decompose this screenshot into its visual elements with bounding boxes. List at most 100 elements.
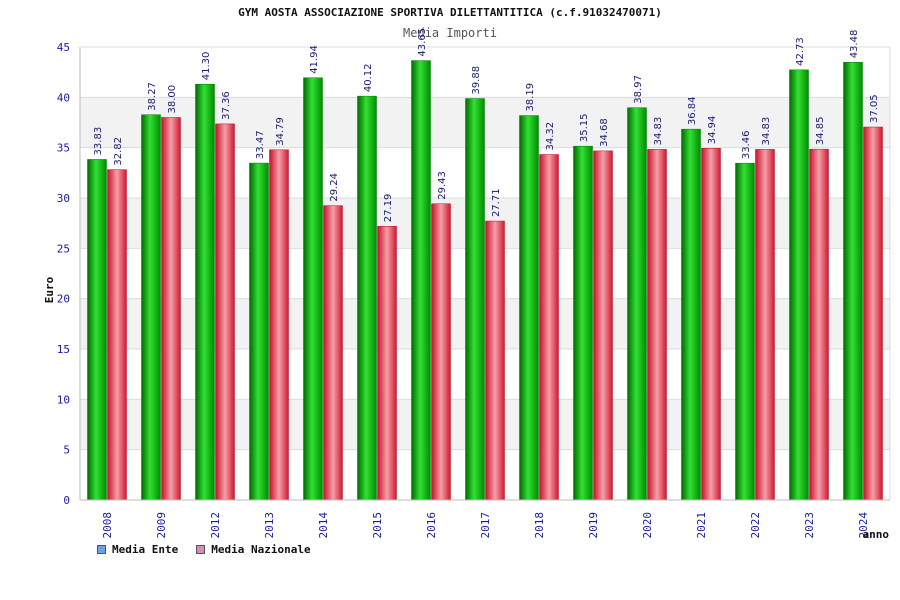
data-labels: 33.83 32.82 38.27 38.00 41.30 37.36 33.47 34.79… xyxy=(93,28,880,222)
plot-band xyxy=(80,449,890,500)
legend-item-ente[interactable]: Media Ente xyxy=(97,543,178,556)
legend-label-ente: Media Ente xyxy=(112,543,179,556)
x-tick-label: 2017 xyxy=(479,512,492,539)
plot-background xyxy=(80,47,890,500)
bar-nazionale-2023[interactable] xyxy=(809,148,829,501)
data-label: 33.83 xyxy=(93,127,104,156)
bar-ente-2016[interactable] xyxy=(411,60,431,501)
legend-label-nazionale: Media Nazionale xyxy=(211,543,311,556)
x-tick-label: 2015 xyxy=(371,512,384,539)
x-tick-label: 2023 xyxy=(803,512,816,539)
y-axis-label: Euro xyxy=(43,276,56,303)
bar-nazionale-2019[interactable] xyxy=(593,150,613,501)
y-tick-label: 25 xyxy=(57,242,70,255)
data-label: 29.43 xyxy=(437,171,448,200)
data-label: 34.32 xyxy=(545,122,556,151)
chart-title: GYM AOSTA ASSOCIAZIONE SPORTIVA DILETTAN… xyxy=(238,6,662,19)
data-label: 34.83 xyxy=(653,117,664,146)
bar-nazionale-2014[interactable] xyxy=(323,205,343,501)
data-label: 42.73 xyxy=(795,37,806,66)
bar-nazionale-2018[interactable] xyxy=(539,154,559,501)
chart-subtitle: Media Importi xyxy=(403,26,497,40)
data-label: 34.79 xyxy=(275,117,286,146)
data-label: 41.94 xyxy=(309,45,320,74)
data-label: 36.84 xyxy=(687,97,698,126)
bar-ente-2018[interactable] xyxy=(519,115,539,501)
y-tick-label: 45 xyxy=(57,41,70,54)
plot-band xyxy=(80,47,890,98)
bar-ente-2022[interactable] xyxy=(735,162,755,501)
data-label: 40.12 xyxy=(363,63,374,92)
legend: Media Ente Media Nazionale xyxy=(97,543,311,556)
bar-ente-2009[interactable] xyxy=(141,114,161,501)
data-label: 41.30 xyxy=(201,52,212,81)
y-tick-label: 5 xyxy=(63,444,70,457)
bar-nazionale-2021[interactable] xyxy=(701,148,721,501)
x-tick-label: 2008 xyxy=(101,512,114,539)
bar-nazionale-2022[interactable] xyxy=(755,149,775,501)
bar-nazionale-2009[interactable] xyxy=(161,117,181,501)
bar-nazionale-2017[interactable] xyxy=(485,220,505,501)
bar-nazionale-2008[interactable] xyxy=(107,169,127,501)
y-tick-label: 35 xyxy=(57,142,70,155)
bar-nazionale-2024[interactable] xyxy=(863,126,883,501)
plot-band xyxy=(80,147,890,198)
bar-ente-2021[interactable] xyxy=(681,128,701,501)
bar-nazionale-2013[interactable] xyxy=(269,149,289,501)
data-label: 37.05 xyxy=(869,94,880,123)
data-label: 33.46 xyxy=(741,131,752,160)
x-tick-label: 2016 xyxy=(425,512,438,539)
y-axis: 0 5 10 15 20 25 30 35 40 45 xyxy=(57,41,891,507)
bar-nazionale-2015[interactable] xyxy=(377,226,397,501)
x-tick-label: 2024 xyxy=(857,512,870,539)
data-label: 37.36 xyxy=(221,91,232,120)
bar-ente-2015[interactable] xyxy=(357,95,377,501)
data-label: 43.48 xyxy=(849,30,860,59)
x-tick-label: 2009 xyxy=(155,512,168,539)
legend-swatch-ente xyxy=(97,545,106,554)
x-axis: 2008 2009 2012 2013 2014 2015 2016 2017 2018 2019… xyxy=(80,499,890,539)
bars xyxy=(87,60,883,501)
data-label: 29.24 xyxy=(329,173,340,202)
data-label: 27.71 xyxy=(491,188,502,217)
bar-ente-2017[interactable] xyxy=(465,98,485,501)
data-label: 35.15 xyxy=(579,114,590,143)
data-label: 34.94 xyxy=(707,116,718,145)
y-tick-label: 20 xyxy=(57,293,70,306)
bar-ente-2008[interactable] xyxy=(87,159,107,501)
data-label: 34.68 xyxy=(599,118,610,147)
bar-nazionale-2016[interactable] xyxy=(431,203,451,501)
y-tick-label: 0 xyxy=(63,494,70,507)
data-label: 38.19 xyxy=(525,83,536,112)
y-tick-label: 40 xyxy=(57,91,70,104)
legend-item-nazionale[interactable]: Media Nazionale xyxy=(196,543,311,556)
data-label: 38.97 xyxy=(633,75,644,104)
bar-ente-2024[interactable] xyxy=(843,62,863,501)
bar-nazionale-2012[interactable] xyxy=(215,123,235,501)
bar-nazionale-2020[interactable] xyxy=(647,149,667,501)
data-label: 27.19 xyxy=(383,194,394,223)
data-label: 32.82 xyxy=(113,137,124,166)
x-tick-label: 2012 xyxy=(209,512,222,539)
bar-ente-2020[interactable] xyxy=(627,107,647,501)
bar-ente-2013[interactable] xyxy=(249,162,269,501)
y-tick-label: 15 xyxy=(57,343,70,356)
data-label: 43.65 xyxy=(417,28,428,57)
legend-swatch-nazionale xyxy=(196,545,206,554)
plot-band xyxy=(80,97,890,148)
data-label: 34.83 xyxy=(761,117,772,146)
plot-band xyxy=(80,248,890,299)
plot-band xyxy=(80,298,890,349)
x-tick-label: 2013 xyxy=(263,512,276,539)
bar-ente-2023[interactable] xyxy=(789,69,809,501)
x-tick-label: 2018 xyxy=(533,512,546,539)
y-tick-label: 30 xyxy=(57,192,70,205)
data-label: 38.00 xyxy=(167,85,178,114)
y-tick-label: 10 xyxy=(57,393,70,406)
x-axis-label: anno xyxy=(863,528,890,541)
x-tick-label: 2021 xyxy=(695,512,708,539)
bar-ente-2014[interactable] xyxy=(303,77,323,501)
bar-ente-2012[interactable] xyxy=(195,83,215,501)
bar-ente-2019[interactable] xyxy=(573,145,593,501)
